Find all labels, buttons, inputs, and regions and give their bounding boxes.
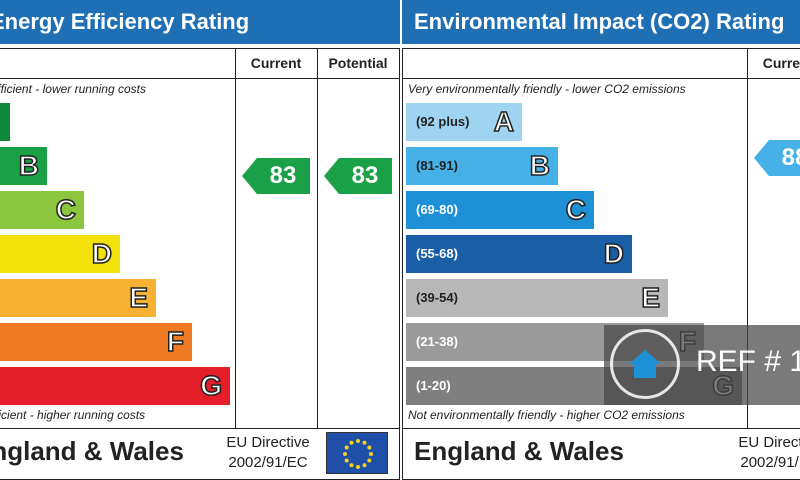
environment-band-b-letter: B xyxy=(529,149,551,182)
environment-band-d-range: (55-68) xyxy=(416,246,458,261)
energy-band-d-letter: D xyxy=(91,237,113,270)
environment-band-c: (69-80) C xyxy=(406,191,594,229)
environment-directive-line1: EU Directive xyxy=(738,434,800,451)
energy-directive-line2: 2002/91/EC xyxy=(228,454,308,471)
environment-header: Environmental Impact (CO2) Rating xyxy=(402,0,800,44)
reference-text: REF # 1 xyxy=(696,345,800,378)
environment-band-c-range: (69-80) xyxy=(416,202,458,217)
energy-header-divider xyxy=(0,78,400,79)
energy-band-f: F xyxy=(0,323,192,361)
energy-band-g-letter: G xyxy=(199,369,222,402)
environment-band-d-letter: D xyxy=(603,237,625,270)
environment-band-e: (39-54) E xyxy=(406,279,668,317)
environment-band-e-range: (39-54) xyxy=(416,290,458,305)
energy-efficiency-panel: Energy Efficiency Rating Current Potenti… xyxy=(0,0,400,480)
energy-title: Energy Efficiency Rating xyxy=(0,9,250,34)
energy-bottom-note: Not energy efficient - higher running co… xyxy=(0,408,146,422)
energy-band-e-letter: E xyxy=(129,281,149,314)
energy-directive-line1: EU Directive xyxy=(226,434,310,451)
environment-band-b: (81-91) B xyxy=(406,147,558,185)
environment-band-a-letter: A xyxy=(493,105,515,138)
energy-band-a: A xyxy=(0,103,10,141)
energy-col-divider-1 xyxy=(235,48,236,428)
energy-potential-arrow: 83 xyxy=(324,158,392,194)
energy-footer-country: England & Wales xyxy=(0,436,184,466)
environment-directive: EU Directive 2002/91/EC xyxy=(728,433,800,473)
energy-header: Energy Efficiency Rating xyxy=(0,0,400,44)
environment-footer-divider xyxy=(402,428,800,429)
reference-watermark: REF # 1 xyxy=(604,325,800,405)
environment-band-a: (92 plus) A xyxy=(406,103,522,141)
environment-top-note: Very environmentally friendly - lower CO… xyxy=(408,82,686,96)
environment-band-d: (55-68) D xyxy=(406,235,632,273)
home-icon xyxy=(610,329,680,399)
environment-band-a-range: (92 plus) xyxy=(416,114,470,129)
energy-band-e: E xyxy=(0,279,156,317)
energy-band-b-letter: B xyxy=(18,149,40,182)
environment-col-current: Current xyxy=(762,55,800,71)
energy-current-arrow: 83 xyxy=(242,158,310,194)
energy-band-d: D xyxy=(0,235,120,273)
energy-footer-divider xyxy=(0,428,400,429)
environment-footer-country: England & Wales xyxy=(414,436,624,466)
energy-band-f-letter: F xyxy=(166,325,185,358)
environment-directive-line2: 2002/91/EC xyxy=(740,454,800,471)
energy-col-potential: Potential xyxy=(328,55,388,71)
energy-top-note: Very energy efficient - lower running co… xyxy=(0,82,146,96)
energy-band-c-letter: C xyxy=(55,193,77,226)
environment-band-b-range: (81-91) xyxy=(416,158,458,173)
energy-col-divider-2 xyxy=(317,48,318,428)
environment-band-c-letter: C xyxy=(565,193,587,226)
energy-directive: EU Directive 2002/91/EC xyxy=(216,433,320,473)
environment-band-g-range: (1-20) xyxy=(416,378,451,393)
environment-band-f-range: (21-38) xyxy=(416,334,458,349)
energy-col-current: Current xyxy=(250,55,302,71)
eu-flag-icon xyxy=(326,432,388,474)
environment-band-e-letter: E xyxy=(641,281,661,314)
energy-band-b: B xyxy=(0,147,47,185)
environment-col-divider-1 xyxy=(747,48,748,428)
environmental-impact-panel: Environmental Impact (CO2) Rating Curren… xyxy=(402,0,800,480)
environment-header-divider xyxy=(402,78,800,79)
energy-band-c: C xyxy=(0,191,84,229)
energy-band-g: G xyxy=(0,367,230,405)
environment-bottom-note: Not environmentally friendly - higher CO… xyxy=(408,408,685,422)
environment-title: Environmental Impact (CO2) Rating xyxy=(414,9,785,34)
